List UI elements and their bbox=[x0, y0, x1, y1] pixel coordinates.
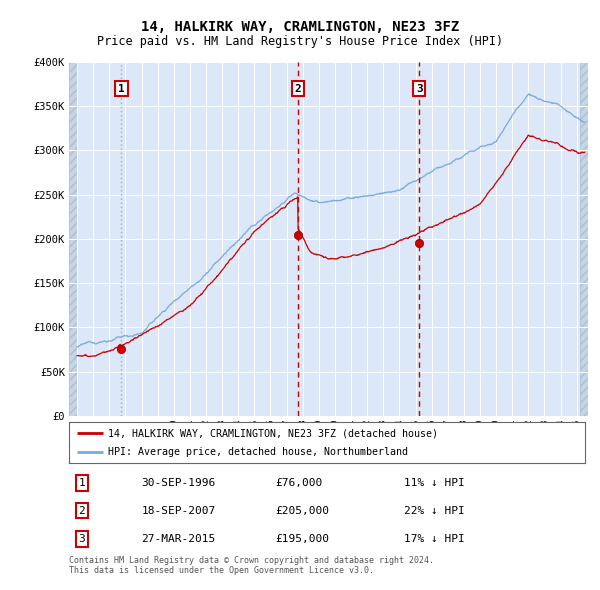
Text: 3: 3 bbox=[79, 534, 85, 544]
Text: 14, HALKIRK WAY, CRAMLINGTON, NE23 3FZ (detached house): 14, HALKIRK WAY, CRAMLINGTON, NE23 3FZ (… bbox=[108, 428, 438, 438]
Text: 11% ↓ HPI: 11% ↓ HPI bbox=[404, 478, 465, 489]
Text: HPI: Average price, detached house, Northumberland: HPI: Average price, detached house, Nort… bbox=[108, 447, 408, 457]
Text: £205,000: £205,000 bbox=[275, 506, 329, 516]
Text: 1: 1 bbox=[118, 84, 125, 93]
Text: 2: 2 bbox=[295, 84, 301, 93]
Text: £195,000: £195,000 bbox=[275, 534, 329, 544]
Text: 27-MAR-2015: 27-MAR-2015 bbox=[141, 534, 215, 544]
Text: £76,000: £76,000 bbox=[275, 478, 323, 489]
Text: 3: 3 bbox=[416, 84, 422, 93]
Text: 30-SEP-1996: 30-SEP-1996 bbox=[141, 478, 215, 489]
Text: 17% ↓ HPI: 17% ↓ HPI bbox=[404, 534, 465, 544]
Text: 22% ↓ HPI: 22% ↓ HPI bbox=[404, 506, 465, 516]
Text: Contains HM Land Registry data © Crown copyright and database right 2024.
This d: Contains HM Land Registry data © Crown c… bbox=[69, 556, 434, 575]
Text: Price paid vs. HM Land Registry's House Price Index (HPI): Price paid vs. HM Land Registry's House … bbox=[97, 35, 503, 48]
Text: 14, HALKIRK WAY, CRAMLINGTON, NE23 3FZ: 14, HALKIRK WAY, CRAMLINGTON, NE23 3FZ bbox=[141, 19, 459, 34]
Text: 18-SEP-2007: 18-SEP-2007 bbox=[141, 506, 215, 516]
Text: 2: 2 bbox=[79, 506, 85, 516]
Text: 1: 1 bbox=[79, 478, 85, 489]
